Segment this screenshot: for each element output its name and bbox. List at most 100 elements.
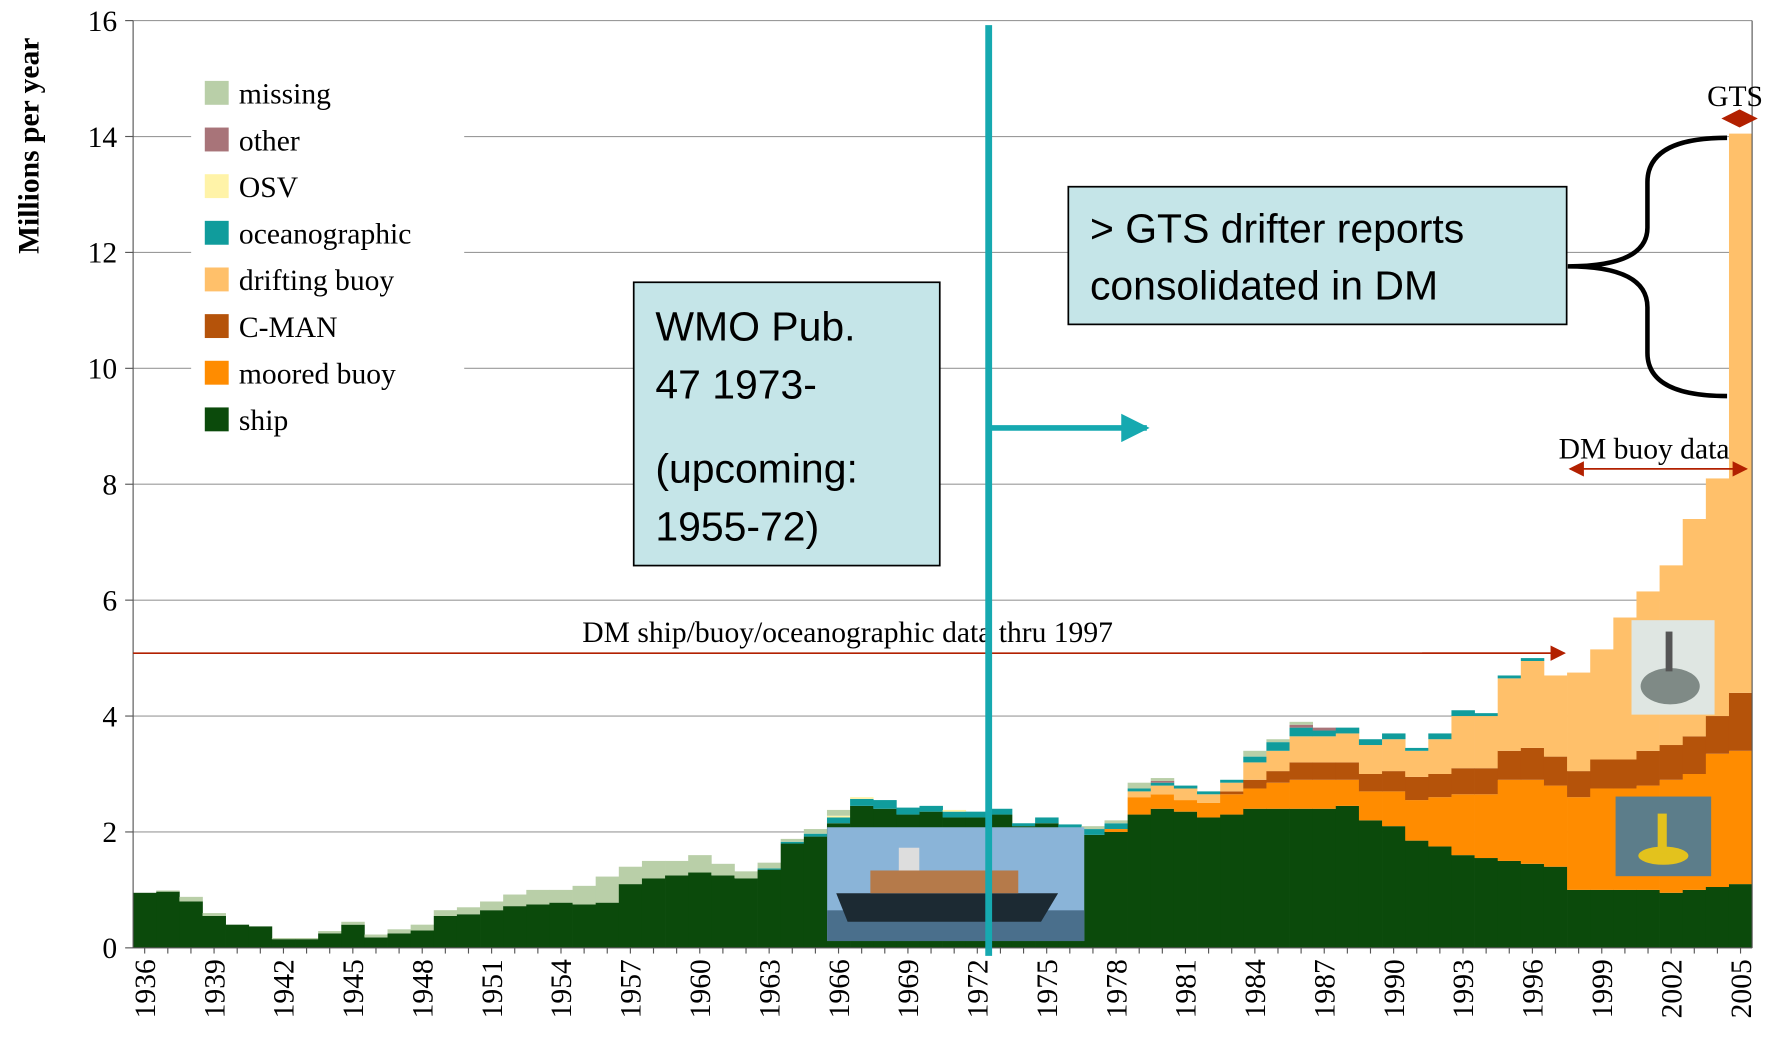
x-tick-label: 1969 [893,959,925,1018]
bar-segment [619,867,642,884]
x-tick-label: 1975 [1032,959,1064,1018]
bar-segment [526,904,549,947]
bar-segment [1313,736,1336,762]
bar-segment [1151,809,1174,948]
bar-segment [1243,809,1266,948]
bar-segment [1174,812,1197,948]
bar-segment [1266,739,1289,742]
wmo-line: 1955-72) [655,504,819,550]
bar-segment [642,861,665,878]
bar-segment [850,799,873,806]
bar-segment [1706,887,1729,948]
bar-segment [734,878,757,948]
bar-segment [1266,809,1289,948]
bar-segment [364,937,387,947]
bar-segment [758,870,781,948]
bar-segment [1683,736,1706,774]
bar-segment [1151,794,1174,808]
x-tick-label: 1936 [130,959,162,1018]
y-tick-label: 0 [102,933,117,965]
bar-segment [249,926,272,947]
bar-segment [1405,800,1428,841]
bar-segment [1174,788,1197,800]
x-tick-label: 1984 [1240,959,1272,1018]
x-tick-label: 1948 [407,959,439,1018]
gts-label: GTS [1707,81,1763,113]
bar-segment [1174,786,1197,789]
bar-segment [1290,728,1313,737]
legend-label: other [239,125,300,157]
x-tick-label: 2005 [1726,959,1758,1018]
bar-segment [1544,867,1567,948]
bar-segment [1336,806,1359,948]
legend-swatch [205,314,229,338]
x-tick-label: 1993 [1448,959,1480,1018]
dm-buoy-label: DM buoy data [1559,434,1730,466]
bar-segment [1567,673,1590,772]
bar-segment [1266,742,1289,751]
bar-segment [1544,786,1567,867]
bar-segment [388,929,411,933]
legend-label: oceanographic [239,219,411,251]
bar-segment [1290,725,1313,728]
wmo-line: (upcoming: [655,446,858,492]
page: {"chart_data": {"type": "stacked-bar", "… [0,0,1776,1039]
bar-segment [1636,890,1659,948]
bar-segment [1243,788,1266,808]
bar-segment [1544,757,1567,786]
x-tick-label: 2002 [1656,959,1688,1018]
bar-segment [596,877,619,903]
bar-segment [549,890,572,903]
x-tick-label: 1999 [1587,959,1619,1018]
bar-segment [1729,134,1752,693]
bar-segment [1151,778,1174,781]
bar-segment [1359,791,1382,820]
bar-segment [1081,835,1104,948]
moored-buoy-photo [1616,797,1712,877]
bar-segment [1105,832,1128,948]
legend-label: OSV [239,172,299,204]
bar-segment [1521,748,1544,780]
y-tick-label: 12 [88,238,118,270]
bar-segment [1567,890,1590,948]
bar-segment [480,910,503,948]
bar-segment [1451,794,1474,855]
bar-segment [364,935,387,938]
legend-swatch [205,221,229,245]
x-tick-label: 1957 [616,959,648,1018]
x-tick-label: 1939 [199,959,231,1018]
bar-segment [1151,786,1174,795]
legend-swatch [205,128,229,152]
bar-segment [1405,748,1428,751]
bar-segment [827,817,850,823]
bar-segment [1243,780,1266,789]
bar-segment [295,938,318,939]
bar-segment [156,892,179,948]
bar-segment [1105,829,1128,832]
bar-segment [203,916,226,948]
y-tick-label: 8 [102,469,117,501]
bar-segment [1451,855,1474,948]
x-tick-label: 1972 [963,959,995,1018]
bar-segment [272,938,295,939]
bar-segment [1729,693,1752,751]
bar-segment [1475,768,1498,794]
wmo-line: 47 1973- [655,361,817,407]
x-tick-label: 1945 [338,959,370,1018]
bar-segment [1382,739,1405,771]
legend-label: drifting buoy [239,265,394,297]
bar-segment [919,806,942,812]
x-tick-label: 1954 [546,959,578,1018]
bar-segment [1313,728,1336,731]
bar-segment [1151,783,1174,786]
bar-segment [388,933,411,947]
bar-segment [1243,762,1266,779]
bar-segment [1081,829,1104,835]
bar-segment [1428,739,1451,774]
bar-segment [1382,771,1405,791]
bar-segment [1128,788,1151,791]
bar-segment [1359,739,1382,745]
bar-segment [1220,791,1243,794]
bar-segment [1428,733,1451,739]
chart: missingotherOSVoceanographicdrifting buo… [0,0,1776,1039]
